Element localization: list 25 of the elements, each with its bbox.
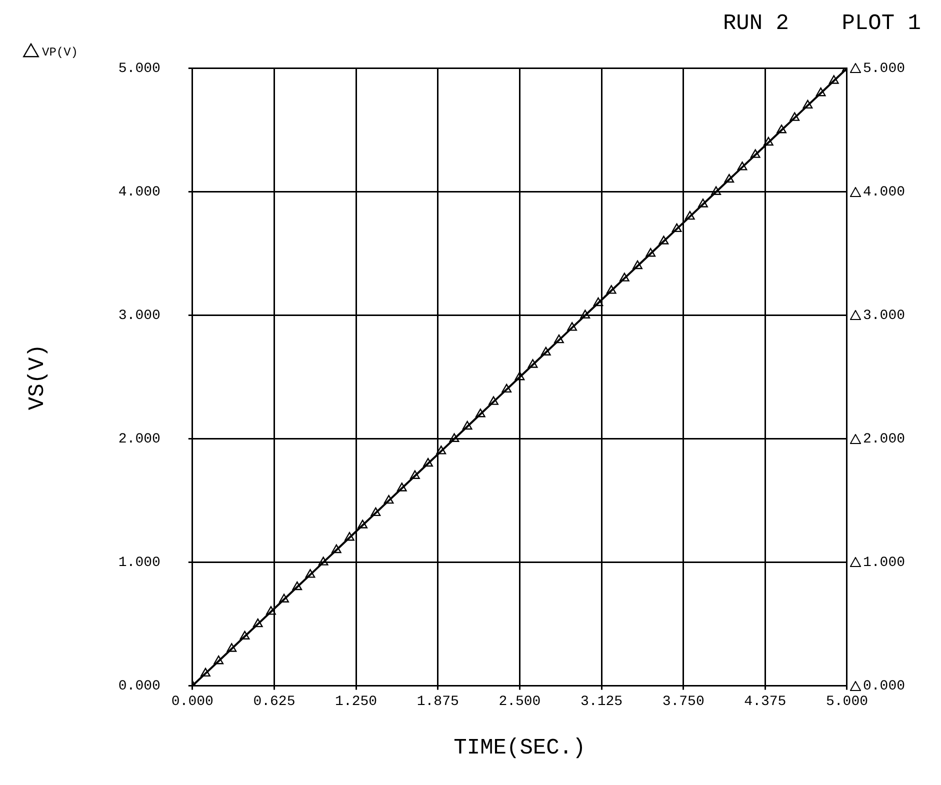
y-axis-title: VS(V) bbox=[25, 344, 50, 410]
x-axis-title: TIME(SEC.) bbox=[454, 736, 586, 761]
x-tick-label: 5.000 bbox=[826, 694, 868, 710]
y2-tick-label: 0.000 bbox=[862, 678, 906, 695]
y2-tick-label: 5.000 bbox=[862, 61, 906, 78]
x-tick-label: 0.000 bbox=[171, 694, 214, 710]
y-tick-label: 4.000 bbox=[118, 184, 160, 201]
chart-title: RUN 2 PLOT 1 bbox=[722, 11, 921, 36]
legend-label: VP(V) bbox=[42, 46, 78, 60]
x-tick-label: 3.125 bbox=[580, 694, 623, 710]
y-tick-label: 0.000 bbox=[118, 678, 160, 695]
x-tick-label: 1.875 bbox=[416, 694, 459, 710]
x-tick-label: 4.375 bbox=[744, 694, 786, 710]
x-tick-label: 3.750 bbox=[662, 694, 704, 710]
y-tick-label: 2.000 bbox=[118, 432, 160, 448]
y-tick-label: 1.000 bbox=[118, 555, 160, 572]
x-tick-label: 1.250 bbox=[335, 694, 378, 710]
x-tick-label: 0.625 bbox=[253, 694, 296, 710]
y2-tick-label: 4.000 bbox=[862, 184, 906, 201]
y2-tick-label: 3.000 bbox=[862, 308, 906, 324]
x-tick-label: 2.500 bbox=[498, 694, 541, 710]
y2-tick-label: 1.000 bbox=[862, 555, 906, 572]
y2-tick-label: 2.000 bbox=[862, 432, 906, 448]
y-tick-label: 5.000 bbox=[118, 61, 160, 78]
y-tick-label: 3.000 bbox=[118, 308, 160, 324]
